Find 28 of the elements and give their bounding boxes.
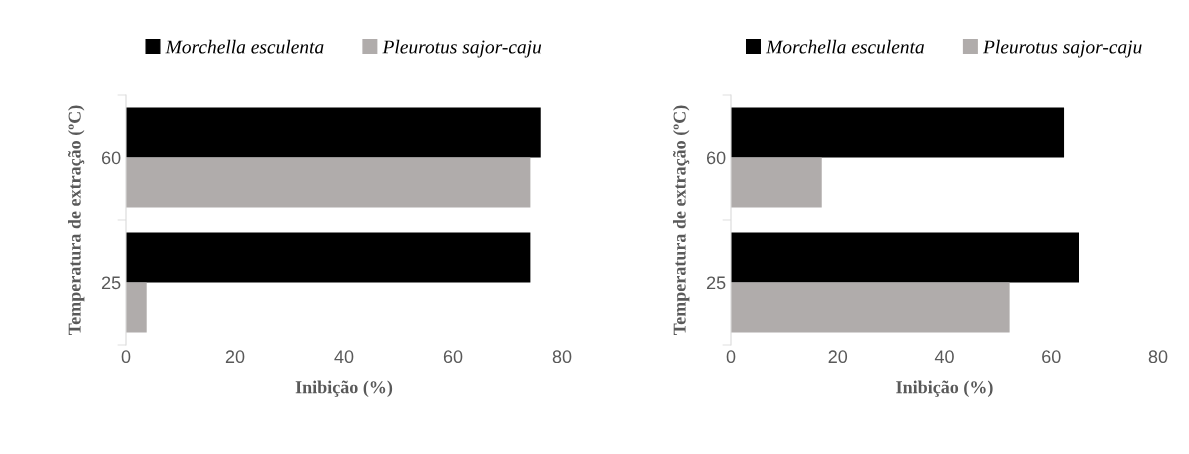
- x-axis-title: Inibição (%): [896, 380, 993, 397]
- x-tick-label: 20: [225, 350, 245, 364]
- x-axis-title: Inibição (%): [295, 380, 393, 397]
- x-tick-label: 60: [1042, 350, 1061, 364]
- legend-label: Pleurotus sajor-caju: [982, 39, 1142, 58]
- bar: [126, 232, 531, 283]
- y-tick-label: 25: [101, 276, 121, 290]
- x-tick-label: 60: [443, 350, 463, 364]
- y-axis-title: Temperatura de extração (ºC): [672, 105, 690, 335]
- bar: [731, 157, 822, 208]
- x-tick-label: 0: [121, 350, 131, 364]
- legend-label: Morchella esculenta: [165, 39, 324, 54]
- x-tick-label: 40: [934, 350, 954, 364]
- x-tick-label: 80: [1148, 350, 1168, 364]
- y-axis-title: Temperatura de extração (ºC): [67, 105, 85, 335]
- legend-label: Pleurotus sajor-caju: [382, 39, 542, 58]
- bar: [731, 282, 1010, 333]
- bar: [731, 107, 1065, 158]
- legend-label: Morchella esculenta: [765, 39, 924, 54]
- x-tick-label: 0: [726, 350, 736, 364]
- y-tick-label: 25: [706, 276, 726, 290]
- bar: [731, 232, 1079, 283]
- x-tick-label: 20: [828, 350, 848, 364]
- x-tick-label: 80: [552, 350, 572, 364]
- x-tick-label: 40: [334, 350, 354, 364]
- bar: [126, 157, 531, 208]
- bar: [126, 107, 541, 158]
- bar: [126, 282, 147, 333]
